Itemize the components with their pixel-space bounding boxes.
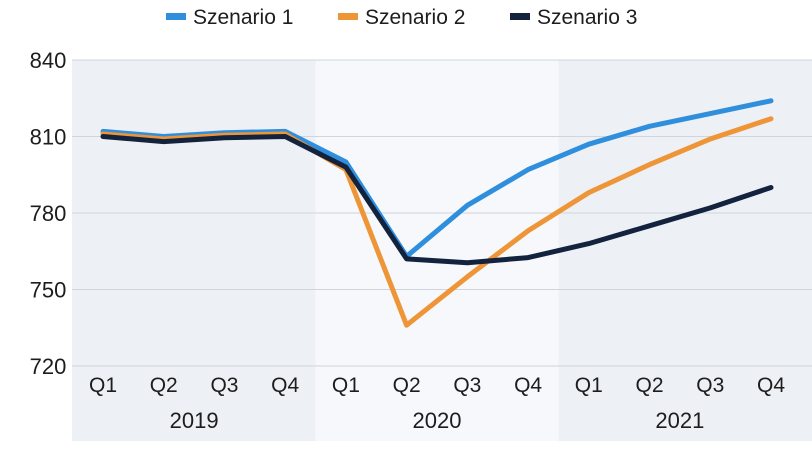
y-tick-label: 720 — [30, 354, 67, 379]
x-tick-label: Q3 — [210, 374, 238, 397]
year-labels: 2019 2020 2021 — [170, 408, 705, 433]
x-tick-label: Q2 — [150, 374, 178, 397]
y-tick-label: 750 — [30, 278, 67, 303]
legend-swatch — [166, 13, 186, 20]
year-band-2021 — [558, 60, 812, 441]
x-tick-label: Q3 — [696, 374, 724, 397]
legend: Szenario 1 Szenario 2 Szenario 3 — [166, 6, 637, 29]
x-tick-label: Q4 — [757, 374, 785, 397]
y-tick-label: 780 — [30, 201, 67, 226]
y-tick-label: 810 — [30, 125, 67, 150]
legend-label: Szenario 3 — [537, 6, 637, 29]
x-tick-label: Q2 — [393, 374, 421, 397]
x-tick-label: Q2 — [636, 374, 664, 397]
x-tick-label: Q4 — [514, 374, 542, 397]
year-label-2021: 2021 — [655, 408, 704, 433]
year-band-2020 — [315, 60, 559, 441]
x-tick-label: Q1 — [575, 374, 603, 397]
year-bands — [72, 60, 812, 441]
x-tick-label: Q1 — [332, 374, 360, 397]
year-label-2020: 2020 — [413, 408, 462, 433]
legend-label: Szenario 1 — [193, 6, 293, 29]
series-lines — [100, 98, 774, 328]
y-tick-label: 840 — [30, 48, 67, 73]
x-tick-label: Q3 — [453, 374, 481, 397]
legend-swatch — [510, 13, 530, 20]
y-axis-ticks: 720 750 780 810 840 — [30, 48, 67, 379]
series-line-szenario-3 — [100, 134, 774, 266]
x-tick-label: Q4 — [271, 374, 299, 397]
series-line-szenario-2 — [100, 116, 774, 328]
legend-swatch — [338, 13, 358, 20]
x-axis-ticks: Q1 Q2 Q3 Q4 Q1 Q2 Q3 Q4 Q1 Q2 Q3 Q4 — [89, 374, 785, 397]
year-band-2019 — [72, 60, 316, 441]
legend-label: Szenario 2 — [365, 6, 465, 29]
x-tick-label: Q1 — [89, 374, 117, 397]
year-label-2019: 2019 — [170, 408, 219, 433]
